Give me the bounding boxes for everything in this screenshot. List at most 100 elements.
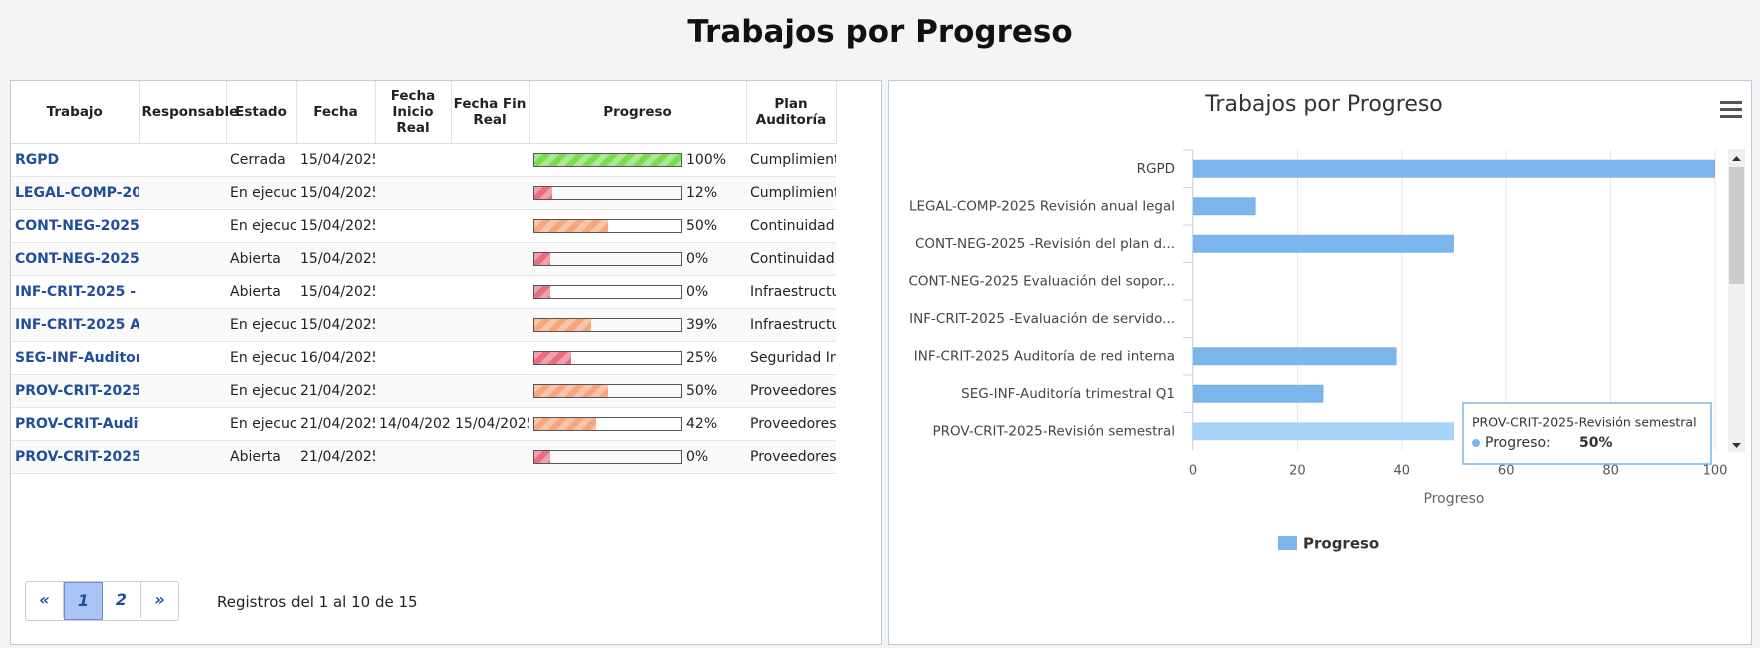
trabajo[interactable]: PROV-CRIT-Auditoría — [11, 407, 139, 441]
progress-bar — [533, 252, 682, 266]
progress-bar — [533, 417, 682, 431]
progress-cell: 25% — [529, 341, 746, 375]
tooltip-dot — [1472, 439, 1480, 447]
responsable — [139, 374, 226, 408]
chart-title: Trabajos por Progreso — [1204, 92, 1443, 117]
fecha-inicio — [375, 341, 451, 375]
x-tick-label: 0 — [1189, 464, 1197, 479]
progress-cell: 39% — [529, 308, 746, 342]
table-row: CONT-NEG-2025 -Revisión del plan En ejecu… — [11, 209, 836, 243]
pagination: «1 2 » — [25, 581, 179, 621]
page-button[interactable]: 1 — [64, 582, 103, 620]
estado: En ejecución — [226, 407, 296, 441]
responsable — [139, 143, 226, 177]
progress-cell: 42% — [529, 407, 746, 441]
column-header: Trabajo — [11, 81, 140, 144]
trabajo[interactable]: PROV-CRIT-2025-Revisión semestral — [11, 374, 139, 408]
y-tick-label: CONT-NEG-2025 -Revisión del plan d... — [915, 236, 1175, 252]
progress-fill — [534, 352, 571, 364]
table-row: CONT-NEG-2025 Evaluación del soporte Abie… — [11, 242, 836, 276]
progress-bar — [533, 186, 682, 200]
plan: Continuidad — [746, 242, 836, 276]
estado: En ejecución — [226, 209, 296, 243]
progress-fill — [534, 385, 608, 397]
progress-fill — [534, 418, 596, 430]
fecha-inicio — [375, 374, 451, 408]
table-row: PROV-CRIT-2025-Revisión semestral En ejec… — [11, 374, 836, 408]
fecha-inicio — [375, 275, 451, 309]
progress-cell: 12% — [529, 176, 746, 210]
trabajo[interactable]: LEGAL-COMP-2025 Revisión anual legal — [11, 176, 139, 210]
y-tick-label: LEGAL-COMP-2025 Revisión anual legal — [909, 198, 1175, 214]
page-button[interactable]: 2 — [103, 582, 141, 618]
tooltip-label: Progreso: — [1485, 435, 1551, 451]
y-tick-label: RGPD — [1137, 161, 1175, 177]
y-tick-label: SEG-INF-Auditoría trimestral Q1 — [961, 386, 1175, 402]
menu-icon[interactable] — [1720, 101, 1742, 118]
trabajo[interactable]: CONT-NEG-2025 Evaluación del soporte — [11, 242, 139, 276]
estado: En ejecución — [226, 176, 296, 210]
table-panel: Trabajo Responsable Estado Fecha Fecha Inici… — [10, 80, 882, 645]
fecha: 21/04/2025 — [296, 374, 375, 408]
jobs-table: Trabajo Responsable Estado Fecha Fecha Inici… — [11, 81, 837, 474]
column-header: Fecha Fin Real — [451, 81, 530, 144]
trabajo[interactable]: PROV-CRIT-2025- — [11, 440, 139, 474]
x-tick-label: 40 — [1394, 464, 1411, 479]
progress-fill — [534, 253, 550, 265]
fecha-fin: 15/04/2025 — [451, 407, 529, 441]
fecha-inicio — [375, 143, 451, 177]
tooltip-title: PROV-CRIT-2025-Revisión semestral — [1472, 415, 1697, 430]
x-tick-label: 80 — [1602, 464, 1619, 479]
plan: Infraestructura — [746, 308, 836, 342]
fecha: 15/04/2025 — [296, 176, 375, 210]
progress-cell: 50% — [529, 374, 746, 408]
progress-cell: 0% — [529, 275, 746, 309]
bar — [1193, 159, 1715, 178]
fecha: 15/04/2025 — [296, 308, 375, 342]
fecha: 16/04/2025 — [296, 341, 375, 375]
bar — [1193, 384, 1324, 403]
scrollbar[interactable] — [1728, 149, 1745, 452]
progress-fill — [534, 220, 608, 232]
responsable — [139, 209, 226, 243]
table-row: SEG-INF-Auditoría trimestral Q1 En ejecuc… — [11, 341, 836, 375]
progress-cell: 0% — [529, 242, 746, 276]
progress-cell: 0% — [529, 440, 746, 474]
fecha: 15/04/2025 — [296, 209, 375, 243]
responsable — [139, 242, 226, 276]
plan: Proveedores — [746, 374, 836, 408]
y-tick-label: CONT-NEG-2025 Evaluación del sopor... — [908, 273, 1175, 289]
page-prev[interactable]: « — [26, 582, 64, 618]
tooltip-box — [1462, 402, 1712, 465]
progress-label: 0% — [686, 284, 709, 300]
bar — [1193, 197, 1256, 216]
tooltip-value: 50% — [1579, 435, 1613, 451]
fecha: 21/04/2025 — [296, 440, 375, 474]
progress-fill — [534, 451, 550, 463]
fecha-fin — [451, 209, 529, 243]
estado: En ejecución — [226, 374, 296, 408]
fecha: 21/04/2025 — [296, 407, 375, 441]
x-axis-title: Progreso — [1423, 491, 1484, 507]
plan: Proveedores — [746, 440, 836, 474]
progress-label: 50% — [686, 218, 718, 234]
y-tick-label: INF-CRIT-2025 Auditoría de red interna — [914, 348, 1175, 364]
estado: En ejecución — [226, 308, 296, 342]
trabajo[interactable]: CONT-NEG-2025 -Revisión del plan — [11, 209, 139, 243]
trabajo[interactable]: RGPD — [11, 143, 139, 177]
trabajo[interactable]: SEG-INF-Auditoría trimestral Q1 — [11, 341, 139, 375]
plan: Infraestructura — [746, 275, 836, 309]
column-header: Plan Auditoría — [746, 81, 837, 144]
progress-label: 39% — [686, 317, 718, 333]
trabajo[interactable]: INF-CRIT-2025 Auditoría de red interna — [11, 308, 139, 342]
responsable — [139, 176, 226, 210]
trabajo[interactable]: INF-CRIT-2025 - Evaluación de servidores — [11, 275, 139, 309]
fecha-fin — [451, 242, 529, 276]
table-row: PROV-CRIT-Auditoría En ejecución21/04/202… — [11, 407, 836, 441]
fecha-inicio: 14/04/2025 — [375, 407, 451, 441]
page-next[interactable]: » — [154, 590, 165, 609]
fecha: 15/04/2025 — [296, 275, 375, 309]
plan: Cumplimiento — [746, 143, 836, 177]
progress-bar — [533, 219, 682, 233]
